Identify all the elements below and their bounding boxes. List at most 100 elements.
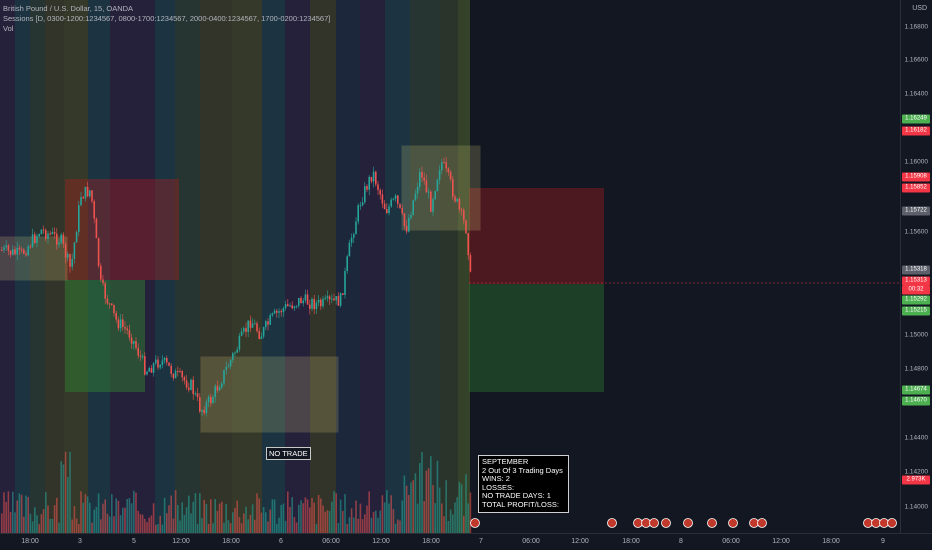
session-band — [175, 0, 200, 533]
candle — [410, 214, 412, 219]
candle — [238, 335, 241, 350]
volume-bar — [97, 493, 100, 533]
session-band — [30, 0, 45, 533]
candle — [463, 210, 465, 221]
volume-bar — [401, 500, 403, 533]
session-band — [15, 0, 30, 533]
sessions-indicator-label[interactable]: Sessions [D, 0300-1200:1234567, 0800-170… — [3, 14, 331, 23]
volume-bar — [302, 503, 304, 533]
candle — [370, 176, 373, 182]
candle — [361, 202, 364, 206]
volume-bar — [23, 516, 25, 533]
candle — [324, 298, 326, 300]
volume-bar — [42, 509, 45, 533]
candle — [148, 368, 150, 372]
time-label: 18:00 — [422, 538, 440, 545]
candle — [3, 247, 5, 251]
price-tick: 1.14000 — [904, 503, 929, 511]
candle — [302, 300, 304, 304]
volume-bar — [84, 494, 87, 533]
candle — [172, 373, 175, 379]
candle — [25, 253, 27, 256]
candle — [58, 242, 60, 245]
candle — [60, 234, 62, 243]
volume-bar — [117, 500, 120, 533]
volume-indicator-label[interactable]: Vol — [3, 24, 14, 33]
time-axis[interactable]: 18:00 3 5 12:00 18:00 6 06:00 12:00 18:0… — [0, 533, 932, 550]
volume-bar — [102, 503, 104, 533]
volume-bar — [62, 464, 65, 533]
candle — [38, 234, 40, 237]
candle — [322, 298, 324, 307]
session-band — [262, 0, 285, 533]
volume-bar — [73, 505, 76, 533]
candle — [245, 328, 247, 332]
symbol-title[interactable]: British Pound / U.S. Dollar, 15, OANDA — [3, 4, 134, 13]
volume-bar — [166, 513, 168, 533]
volume-bar — [201, 518, 203, 533]
candle — [12, 249, 14, 255]
candle — [394, 195, 397, 199]
candle — [16, 247, 18, 255]
price-chart-canvas[interactable] — [0, 0, 900, 533]
price-tick: 1.16600 — [904, 56, 929, 64]
volume-bar — [273, 499, 276, 533]
volume-bar — [49, 518, 51, 533]
volume-bar — [130, 503, 133, 533]
candle — [344, 270, 346, 295]
time-label: 6 — [279, 538, 283, 545]
candle — [311, 299, 313, 309]
volume-bar — [183, 514, 186, 533]
volume-bar — [146, 522, 148, 533]
volume-bar — [111, 494, 113, 533]
session-band — [360, 0, 385, 533]
candle — [359, 205, 362, 207]
chart-area[interactable]: British Pound / U.S. Dollar, 15, OANDA S… — [0, 0, 900, 533]
volume-bar — [392, 509, 395, 533]
volume-bar — [460, 484, 463, 533]
currency-label[interactable]: USD — [912, 5, 927, 12]
volume-bar — [71, 519, 73, 533]
candle — [122, 319, 124, 327]
candle — [251, 323, 254, 328]
candle — [339, 293, 342, 306]
candle — [456, 198, 458, 202]
candle — [225, 367, 227, 371]
candle — [179, 371, 181, 373]
candle — [260, 336, 263, 339]
event-flag-icon — [707, 518, 717, 528]
volume-bar — [465, 474, 467, 533]
volume-bar — [348, 517, 351, 533]
price-tag: 1.15215 — [902, 306, 930, 316]
volume-bar — [9, 511, 12, 533]
volume-bar — [355, 500, 357, 533]
candle — [315, 302, 318, 310]
time-label: 12:00 — [772, 538, 790, 545]
price-axis[interactable]: USD 1.16800 1.16600 1.16400 1.16000 1.15… — [900, 0, 932, 533]
candle — [128, 330, 131, 338]
volume-bar — [36, 515, 38, 533]
volume-bar — [256, 493, 258, 533]
volume-bar — [271, 499, 274, 533]
candle — [460, 209, 463, 211]
candle — [438, 170, 441, 180]
candle — [126, 328, 128, 331]
volume-bar — [427, 468, 430, 533]
volume-bar — [317, 494, 320, 533]
volume-bar — [262, 507, 265, 533]
candle — [119, 319, 122, 329]
volume-bar — [447, 520, 450, 533]
volume-bar — [25, 495, 27, 533]
candle — [234, 352, 236, 354]
volume-bar — [269, 509, 271, 533]
volume-bar — [58, 522, 60, 533]
candle — [284, 304, 287, 309]
volume-bar — [372, 511, 375, 533]
candle — [161, 360, 164, 366]
candle — [273, 310, 276, 314]
volume-bar — [293, 517, 296, 533]
candle — [401, 208, 403, 214]
volume-bar — [93, 509, 95, 533]
volume-bar — [295, 522, 298, 533]
volume-bar — [218, 503, 221, 533]
